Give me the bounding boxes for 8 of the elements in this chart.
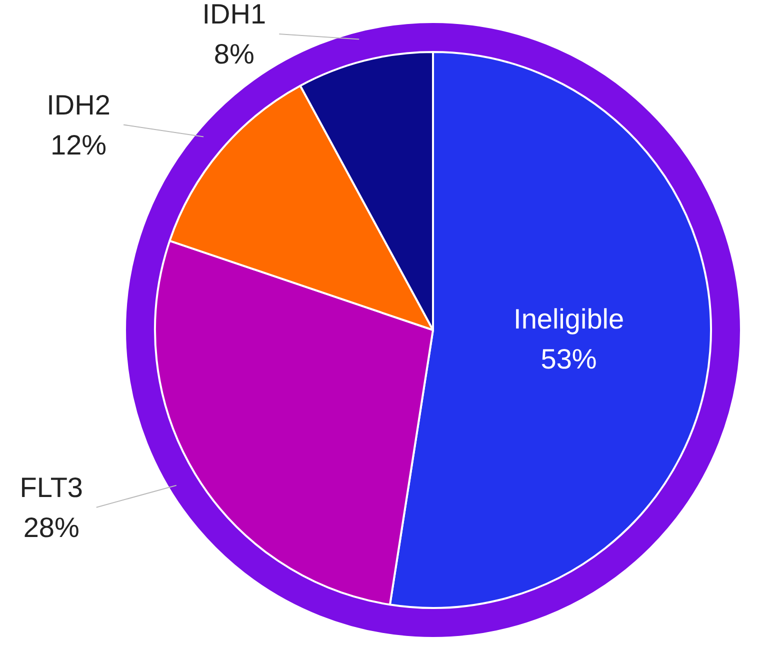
slice-label: Ineligible — [514, 303, 624, 334]
slice-label: FLT3 — [20, 472, 83, 504]
data-label: 53% — [540, 343, 597, 374]
slice-label: IDH2 — [46, 89, 110, 120]
slice-label: IDH1 — [202, 0, 266, 30]
data-label: 8% — [214, 38, 254, 70]
data-label: 12% — [50, 129, 107, 160]
data-label: 28% — [23, 512, 80, 544]
